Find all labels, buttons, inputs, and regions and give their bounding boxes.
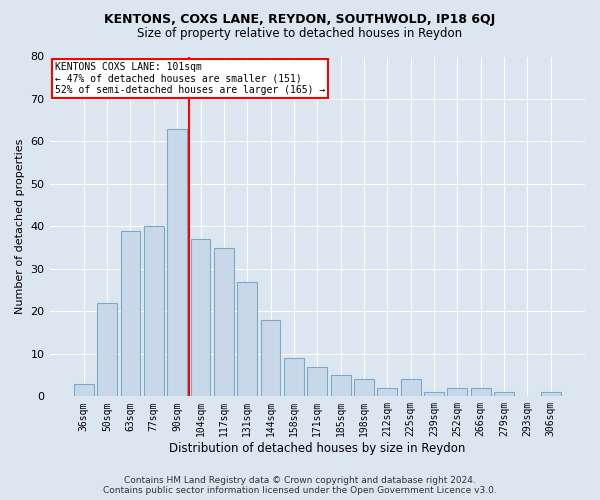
Bar (331, 375, 350, 396)
Bar (214, 248, 234, 396)
Bar (97, 303, 117, 396)
Bar (354, 380, 374, 396)
X-axis label: Distribution of detached houses by size in Reydon: Distribution of detached houses by size … (169, 442, 466, 455)
Bar (424, 392, 444, 396)
Bar (144, 226, 164, 396)
Bar (167, 128, 187, 396)
Bar (121, 230, 140, 396)
Bar (260, 320, 280, 396)
Bar (238, 282, 257, 397)
Bar (307, 366, 327, 396)
Bar (541, 392, 560, 396)
Text: KENTONS COXS LANE: 101sqm
← 47% of detached houses are smaller (151)
52% of semi: KENTONS COXS LANE: 101sqm ← 47% of detac… (55, 62, 325, 95)
Text: KENTONS, COXS LANE, REYDON, SOUTHWOLD, IP18 6QJ: KENTONS, COXS LANE, REYDON, SOUTHWOLD, I… (104, 12, 496, 26)
Bar (284, 358, 304, 397)
Bar (377, 388, 397, 396)
Y-axis label: Number of detached properties: Number of detached properties (15, 138, 25, 314)
Text: Size of property relative to detached houses in Reydon: Size of property relative to detached ho… (137, 28, 463, 40)
Bar (74, 384, 94, 396)
Bar (471, 388, 491, 396)
Bar (401, 380, 421, 396)
Bar (448, 388, 467, 396)
Bar (191, 239, 211, 396)
Bar (494, 392, 514, 396)
Text: Contains HM Land Registry data © Crown copyright and database right 2024.
Contai: Contains HM Land Registry data © Crown c… (103, 476, 497, 495)
